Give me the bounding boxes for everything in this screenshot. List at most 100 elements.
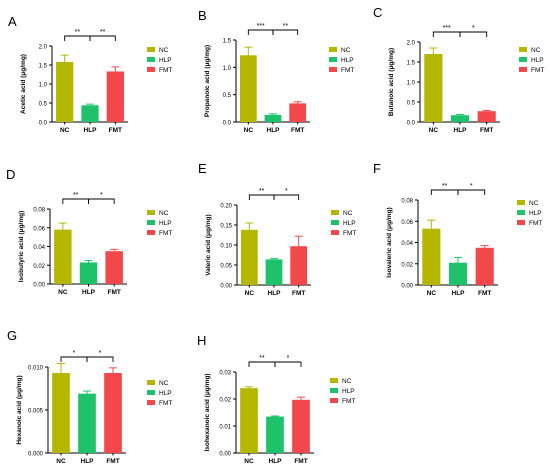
panel-g-bar-nc [52, 373, 70, 453]
panel-d-y-axis-label: Isobutyric acid (μg/mg) [18, 211, 25, 283]
panel-f-legend-label: FMT [529, 220, 542, 227]
panel-a-bar-hlp [81, 105, 99, 122]
panel-g-legend-swatch-hlp [147, 390, 155, 395]
panel-e-legend-label: FMT [343, 230, 356, 237]
panel-d-significance-bracket [62, 198, 89, 204]
panel-h-letter: H [197, 333, 206, 348]
panel-e-y-axis-label: Valeric acid (μg/mg) [205, 214, 212, 275]
panel-h-legend-label: FMT [342, 398, 355, 405]
panel-f-legend-swatch-nc [517, 200, 525, 205]
panel-c-legend-label: HLP [531, 57, 544, 64]
panel-b-significance-label: *** [257, 23, 265, 30]
panel-c-legend-label: NC [531, 47, 541, 54]
panel-a-significance-bracket [89, 35, 116, 41]
panel-g-x-tick-label: HLP [81, 458, 95, 465]
panel-g-y-tick-label: 0.010 [28, 366, 44, 372]
panel-c-y-tick-label: 0.5 [407, 101, 416, 107]
panel-f-legend-swatch-hlp [517, 210, 525, 215]
panel-f-significance-label: ** [442, 183, 448, 190]
panel-b-x-tick-label: HLP [267, 127, 281, 134]
panel-c-y-tick-label: 0.0 [407, 121, 416, 127]
panel-b-y-tick-label: 1.5 [223, 39, 232, 45]
panel-c-x-tick-label: HLP [454, 127, 468, 134]
panel-f-letter: F [373, 161, 381, 176]
panel-d-x-tick-label: FMT [107, 289, 120, 296]
panel-c-legend-swatch-fmt [519, 67, 527, 72]
panel-d-legend-swatch-nc [147, 210, 155, 215]
panel-b-significance-label: ** [283, 23, 289, 30]
panel-e-significance-label: ** [259, 188, 265, 195]
panel-h-legend-label: HLP [342, 388, 355, 395]
panel-e-legend-swatch-fmt [331, 230, 339, 235]
panel-g-legend-swatch-fmt [147, 400, 155, 405]
panel-d-significance-label: * [100, 192, 103, 199]
panel-f-legend-swatch-fmt [517, 220, 525, 225]
panel-a-legend-label: HLP [159, 57, 172, 64]
panel-e-y-tick-label: 0.05 [220, 264, 232, 270]
panel-b-legend-swatch-fmt [329, 67, 337, 72]
panel-h-bar-fmt [292, 399, 310, 453]
panel-c-y-tick-label: 1.5 [407, 61, 416, 67]
panel-g-legend-label: NC [159, 380, 169, 387]
panel-e-legend-label: HLP [343, 220, 356, 227]
panel-b-legend-swatch-nc [329, 47, 337, 52]
panel-c-legend-swatch-nc [519, 47, 527, 52]
panel-f-bar-hlp [448, 262, 468, 285]
panel-e-significance-bracket [273, 194, 300, 200]
panel-d-y-tick-label: 0.08 [33, 208, 45, 214]
panel-d-y-tick-label: 0.04 [33, 245, 45, 251]
panel-c-x-tick-label: NC [429, 127, 439, 134]
panel-a-letter: A [8, 14, 17, 29]
panel-g-legend-swatch-nc [147, 380, 155, 385]
panel-b-x-tick-label: NC [244, 127, 254, 134]
panel-a-significance-label: ** [100, 29, 106, 36]
panel-g-significance-bracket [60, 356, 88, 362]
panel-h-x-tick-label: HLP [269, 458, 283, 465]
panel-e-legend-label: NC [343, 210, 353, 217]
panel-d-bar-fmt [105, 251, 123, 284]
panel-h-y-axis-label: Isohexanoic acid (μg/mg) [204, 373, 211, 451]
panel-b-significance-bracket [247, 29, 274, 35]
panel-a-legend-swatch-nc [147, 47, 155, 52]
panel-c-bar-fmt [477, 111, 496, 122]
panel-h-significance-label: * [287, 355, 290, 362]
panel-h-legend-swatch-fmt [330, 398, 338, 403]
panel-c-significance-bracket [432, 31, 461, 37]
panel-h-y-tick-label: 0.03 [219, 371, 231, 377]
panel-e-legend-swatch-nc [331, 210, 339, 215]
panel-a-legend-swatch-fmt [147, 67, 155, 72]
panel-b-bar-nc [239, 55, 257, 122]
panel-c-significance-label: *** [443, 25, 451, 32]
panel-c-legend-label: FMT [531, 67, 544, 74]
panel-b-legend-label: FMT [341, 67, 354, 74]
panel-a-y-tick-label: 2.0 [39, 45, 48, 51]
panel-h-y-tick-label: 0.00 [219, 452, 231, 458]
panel-e-bar-hlp [265, 259, 283, 285]
panel-h-legend-swatch-hlp [330, 388, 338, 393]
panel-a-legend-swatch-hlp [147, 57, 155, 62]
panel-g-legend-label: FMT [159, 400, 172, 407]
panel-f-y-tick-label: 0.02 [401, 262, 413, 268]
panel-f-bar-nc [422, 228, 441, 285]
panel-g-x-tick-label: NC [56, 458, 66, 465]
panel-f-x-tick-label: FMT [478, 290, 491, 297]
panel-b-legend-label: HLP [341, 57, 354, 64]
panel-d-significance-label: ** [73, 192, 79, 199]
panel-a-significance-label: ** [75, 29, 81, 36]
panel-f-y-tick-label: 0.04 [401, 241, 413, 247]
panel-h-y-tick-label: 0.01 [219, 425, 231, 431]
panel-e-y-tick-label: 0.00 [220, 284, 232, 290]
panel-f-legend-label: HLP [529, 210, 542, 217]
panel-f-y-tick-label: 0.08 [401, 199, 413, 205]
panel-b-y-tick-label: 0.5 [223, 93, 232, 99]
panel-d-bar-hlp [79, 262, 98, 284]
panel-g-significance-bracket [86, 356, 114, 362]
panel-f-bar-fmt [475, 247, 494, 285]
panel-c-y-axis-label: Butanoic acid (μg/mg) [388, 48, 395, 116]
panel-e-x-tick-label: NC [245, 290, 255, 297]
panel-b-legend-label: NC [341, 47, 351, 54]
panel-c-significance-bracket [459, 31, 488, 37]
panel-g-y-tick-label: 0.000 [28, 452, 44, 458]
panel-c-y-tick-label: 2.0 [407, 41, 416, 47]
